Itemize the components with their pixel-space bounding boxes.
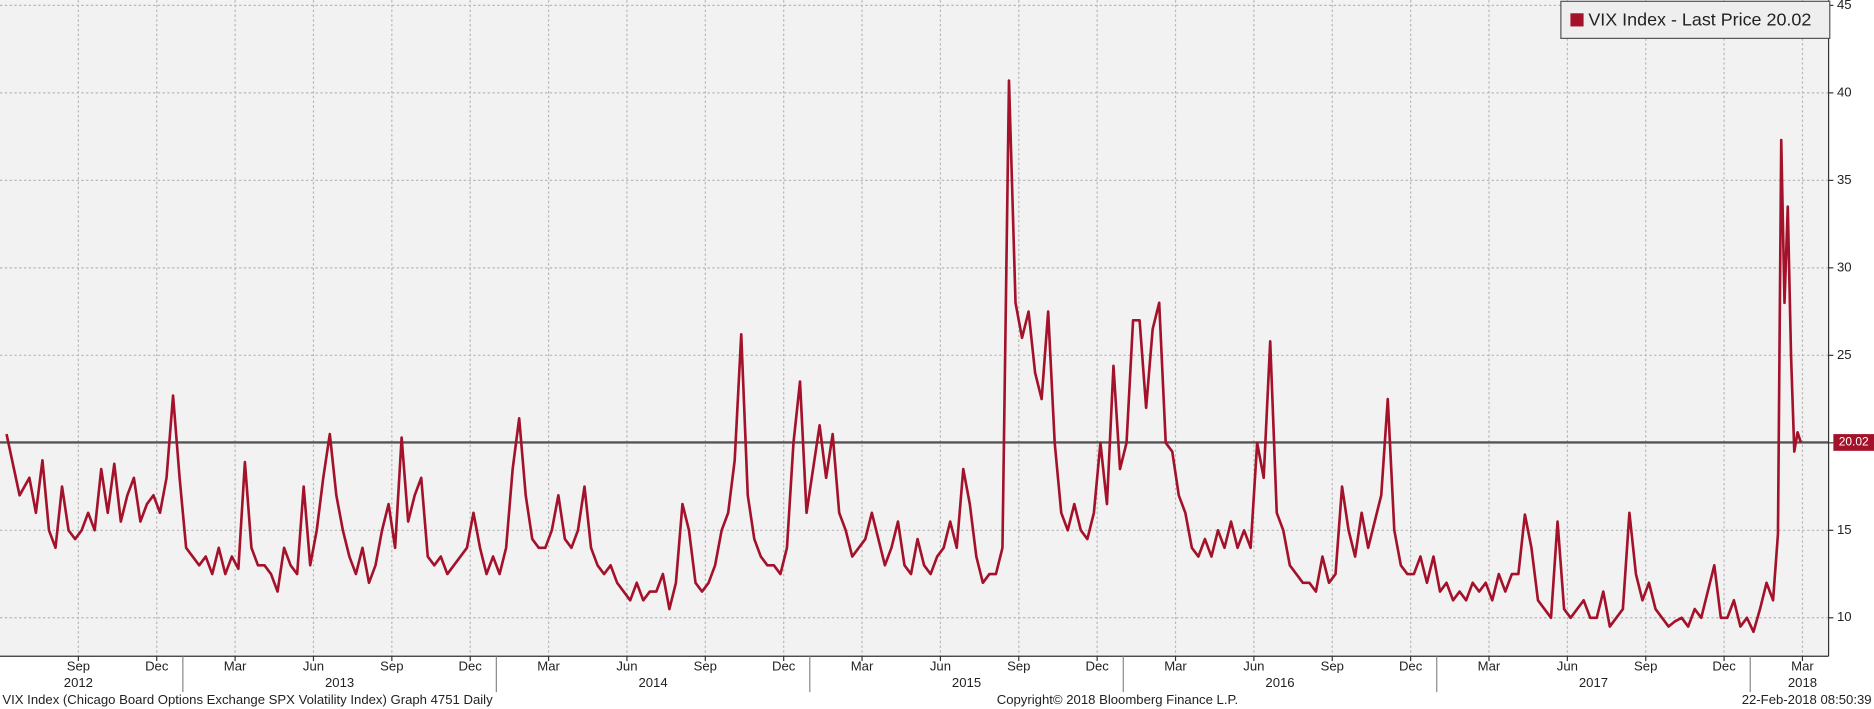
- x-tick-label: Mar: [1791, 659, 1814, 674]
- series-line: [5, 79, 1803, 634]
- x-tick-label: Dec: [145, 659, 169, 674]
- legend-box: [1560, 0, 1831, 39]
- x-tick-label: Jun: [616, 659, 637, 674]
- x-tick-label: Sep: [67, 659, 90, 674]
- y-tick-label: 35: [1837, 172, 1852, 187]
- y-tick-label: 40: [1837, 84, 1852, 99]
- x-tick-label: Sep: [1634, 659, 1657, 674]
- x-tick-label: Dec: [1399, 659, 1423, 674]
- x-tick-label: Dec: [772, 659, 796, 674]
- y-tick-label: 25: [1837, 347, 1852, 362]
- x-tick-label: Mar: [1164, 659, 1187, 674]
- plot-area: [0, 0, 1829, 657]
- y-tick-label: 45: [1837, 0, 1852, 12]
- x-tick-label: Mar: [224, 659, 247, 674]
- year-label: 2018: [1788, 675, 1817, 690]
- year-label: 2014: [638, 675, 667, 690]
- footer-right: 22-Feb-2018 08:50:39: [1742, 692, 1872, 707]
- x-tick-label: Dec: [1712, 659, 1736, 674]
- year-label: 2015: [952, 675, 981, 690]
- axes: 1015202530354045SepDecMarJunSepDecMarJun…: [0, 0, 1874, 693]
- footer-center: Copyright© 2018 Bloomberg Finance L.P.: [997, 692, 1238, 707]
- legend: VIX Index - Last Price 20.02: [1560, 0, 1831, 39]
- x-tick-label: Sep: [1321, 659, 1344, 674]
- x-tick-label: Sep: [380, 659, 403, 674]
- year-label: 2016: [1265, 675, 1294, 690]
- x-tick-label: Jun: [1243, 659, 1264, 674]
- y-tick-label: 10: [1837, 609, 1852, 624]
- marks: [0, 79, 1829, 634]
- x-tick-label: Sep: [694, 659, 717, 674]
- x-tick-label: Dec: [1085, 659, 1109, 674]
- grid: [0, 0, 1829, 657]
- year-label: 2013: [325, 675, 354, 690]
- x-tick-label: Mar: [537, 659, 560, 674]
- y-tick-label: 30: [1837, 259, 1852, 274]
- x-tick-label: Jun: [303, 659, 324, 674]
- x-tick-label: Jun: [1557, 659, 1578, 674]
- last-price-tag-label: 20.02: [1839, 435, 1869, 449]
- year-label: 2017: [1579, 675, 1608, 690]
- x-tick-label: Dec: [459, 659, 483, 674]
- year-label: 2012: [64, 675, 93, 690]
- legend-value: 20.02: [1767, 9, 1812, 29]
- x-tick-label: Jun: [930, 659, 951, 674]
- legend-swatch: [1570, 13, 1584, 27]
- y-tick-label: 15: [1837, 522, 1852, 537]
- x-tick-label: Mar: [851, 659, 874, 674]
- legend-entry: VIX Index - Last Price 20.02: [1588, 9, 1811, 29]
- last-price-tag: [1833, 434, 1874, 451]
- x-tick-label: Mar: [1478, 659, 1501, 674]
- legend-label: VIX Index - Last Price: [1588, 9, 1761, 29]
- footer-left: VIX Index (Chicago Board Options Exchang…: [2, 692, 493, 707]
- x-tick-label: Sep: [1007, 659, 1030, 674]
